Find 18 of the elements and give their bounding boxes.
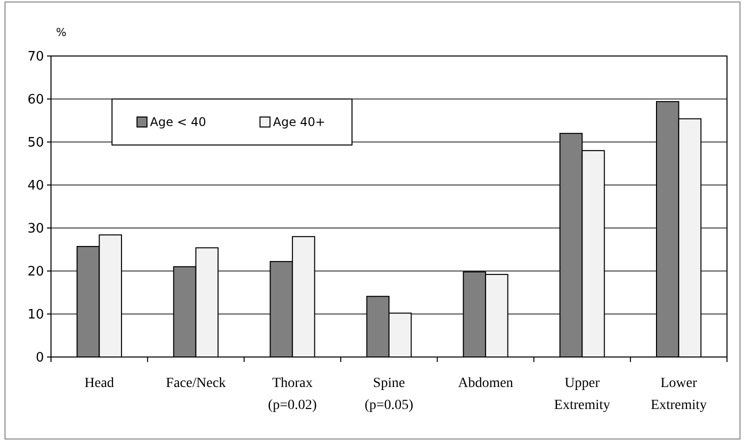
y-tick-label: 20 bbox=[27, 264, 44, 280]
y-tick-label: 30 bbox=[27, 222, 44, 237]
x-tick-label: Upper Extremity bbox=[554, 376, 610, 413]
y-tick-label: 40 bbox=[27, 178, 44, 194]
y-axis-title: % bbox=[56, 26, 66, 39]
x-tick-label: Lower Extremity bbox=[650, 376, 707, 413]
legend-label: Age < 40 bbox=[150, 115, 206, 130]
x-tick-label: Thorax (p=0.02) bbox=[268, 376, 318, 413]
y-tick-label: 10 bbox=[27, 308, 44, 323]
y-tick-label: 70 bbox=[27, 50, 44, 65]
y-tick-label: 50 bbox=[27, 136, 44, 151]
x-tick-label: Head bbox=[84, 376, 114, 391]
y-tick-label: 60 bbox=[27, 92, 44, 108]
legend-label: Age 40+ bbox=[273, 115, 326, 130]
x-tick-label: Face/Neck bbox=[166, 376, 226, 391]
x-tick-label: Abdomen bbox=[458, 376, 514, 391]
y-tick-label: 0 bbox=[36, 350, 44, 366]
x-tick-label: Spine (p=0.05) bbox=[364, 376, 414, 413]
